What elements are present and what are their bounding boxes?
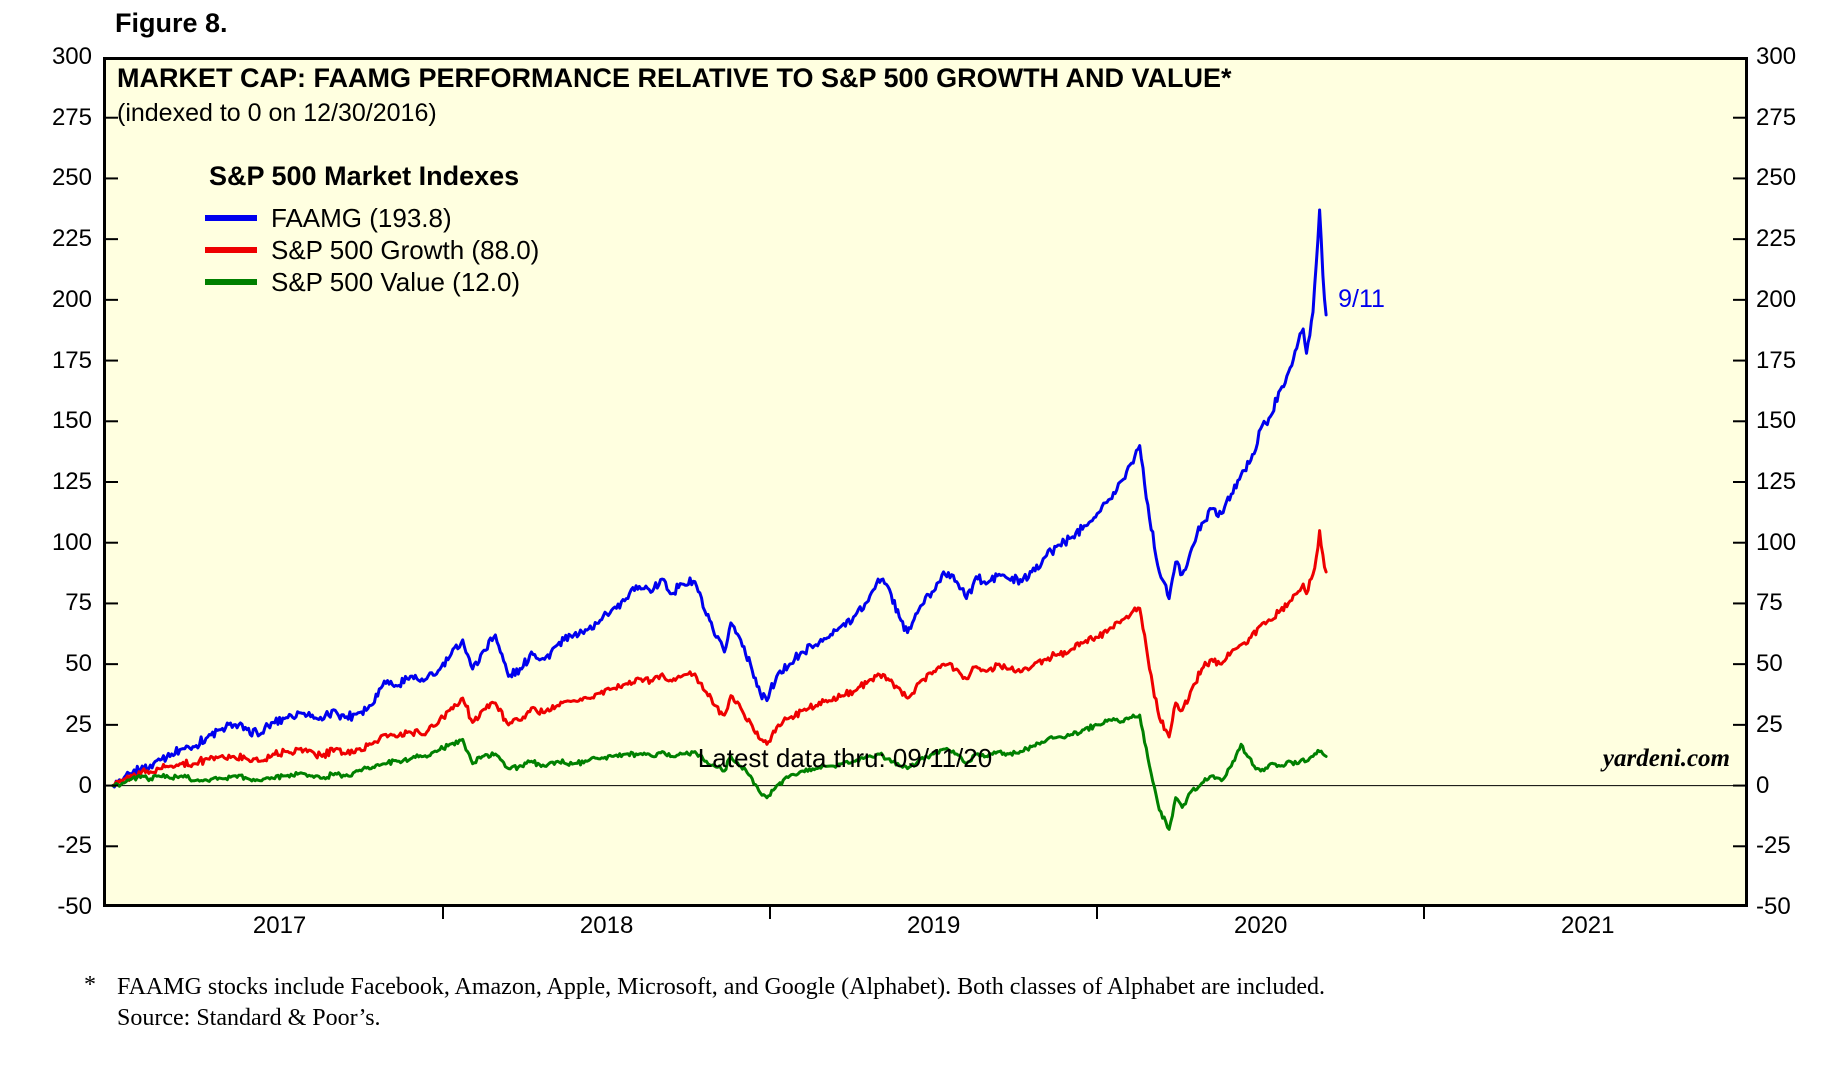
x-axis-label-2021: 2021 (1561, 912, 1615, 939)
y-axis-label-left: 175 (51, 346, 92, 374)
plot-area: MARKET CAP: FAAMG PERFORMANCE RELATIVE T… (103, 57, 1748, 907)
x-axis-tick (769, 905, 772, 919)
chart-canvas (103, 57, 1748, 907)
y-axis-label-left: -50 (57, 893, 92, 920)
legend-label-growth: S&P 500 Growth (88.0) (271, 234, 540, 265)
y-axis-label-left: 0 (78, 771, 92, 799)
y-axis-label-right: 75 (1756, 589, 1783, 617)
brand-text: yardeni.com (1602, 745, 1730, 772)
x-axis-label-2020: 2020 (1234, 912, 1288, 939)
legend: S&P 500 Market Indexes FAAMG (193.8) S&P… (205, 161, 539, 298)
y-axis-label-left: 250 (51, 164, 92, 192)
footnote-line2: Source: Standard & Poor’s. (117, 1005, 381, 1031)
y-axis-label-right: 250 (1756, 164, 1797, 192)
y-axis-label-left: -25 (57, 832, 92, 860)
series-line-0 (111, 208, 1328, 789)
chart-subtitle: (indexed to 0 on 12/30/2016) (117, 99, 437, 127)
figure-label: Figure 8. (115, 8, 228, 38)
y-axis-label-right: 225 (1756, 225, 1797, 253)
y-axis-label-right: -50 (1756, 893, 1791, 920)
value-line-swatch-icon (205, 279, 257, 285)
y-axis-label-right: 0 (1756, 771, 1770, 799)
legend-label-faamg: FAAMG (193.8) (271, 202, 452, 233)
y-axis-label-left: 125 (51, 468, 92, 495)
y-axis-label-right: 125 (1756, 468, 1797, 495)
y-axis-label-right: 25 (1756, 710, 1783, 738)
y-axis-label-left: 25 (65, 710, 92, 738)
y-axis-label-left: 200 (51, 285, 92, 313)
y-axis-label-right: 300 (1756, 43, 1797, 70)
y-axis-label-left: 75 (65, 589, 92, 617)
legend-item-growth: S&P 500 Growth (88.0) (205, 234, 539, 266)
x-axis-tick (1423, 905, 1426, 919)
y-axis-label-right: 200 (1756, 285, 1797, 313)
last-date-annotation: 9/11 (1338, 284, 1385, 313)
y-axis-label-right: 275 (1756, 103, 1797, 131)
y-axis-label-left: 300 (51, 43, 92, 70)
x-axis-label-2019: 2019 (906, 912, 961, 939)
series-line-2 (111, 713, 1328, 831)
legend-label-value: S&P 500 Value (12.0) (271, 266, 521, 297)
chart-title: MARKET CAP: FAAMG PERFORMANCE RELATIVE T… (117, 63, 1232, 93)
y-axis-label-right: 150 (1756, 407, 1797, 435)
footnote-line1: FAAMG stocks include Facebook, Amazon, A… (117, 974, 1325, 1000)
x-axis-label-2017: 2017 (252, 912, 307, 939)
y-axis-label-right: 175 (1756, 346, 1797, 374)
y-axis-label-left: 225 (51, 225, 92, 253)
plot-frame (103, 57, 1748, 907)
x-axis-label-2018: 2018 (579, 912, 634, 939)
y-axis-label-right: -25 (1756, 832, 1791, 860)
y-axis-label-right: 50 (1756, 650, 1783, 678)
footnote-marker: * (84, 972, 96, 998)
y-axis-label-left: 150 (51, 407, 92, 435)
faamg-line-swatch-icon (205, 215, 257, 221)
y-axis-label-left: 50 (65, 650, 92, 678)
growth-line-swatch-icon (205, 247, 257, 253)
footnote: * FAAMG stocks include Facebook, Amazon,… (84, 972, 1325, 1034)
legend-item-faamg: FAAMG (193.8) (205, 202, 539, 234)
latest-data-note: Latest data thru: 09/11/20 (697, 743, 993, 773)
x-axis-tick (442, 905, 445, 919)
legend-item-value: S&P 500 Value (12.0) (205, 266, 539, 298)
x-axis-tick (1096, 905, 1099, 919)
y-axis-label-left: 275 (51, 103, 92, 131)
series-line-1 (111, 529, 1328, 788)
y-axis-label-right: 100 (1756, 528, 1797, 556)
legend-title: S&P 500 Market Indexes (209, 161, 520, 191)
y-axis-label-left: 100 (51, 528, 92, 556)
